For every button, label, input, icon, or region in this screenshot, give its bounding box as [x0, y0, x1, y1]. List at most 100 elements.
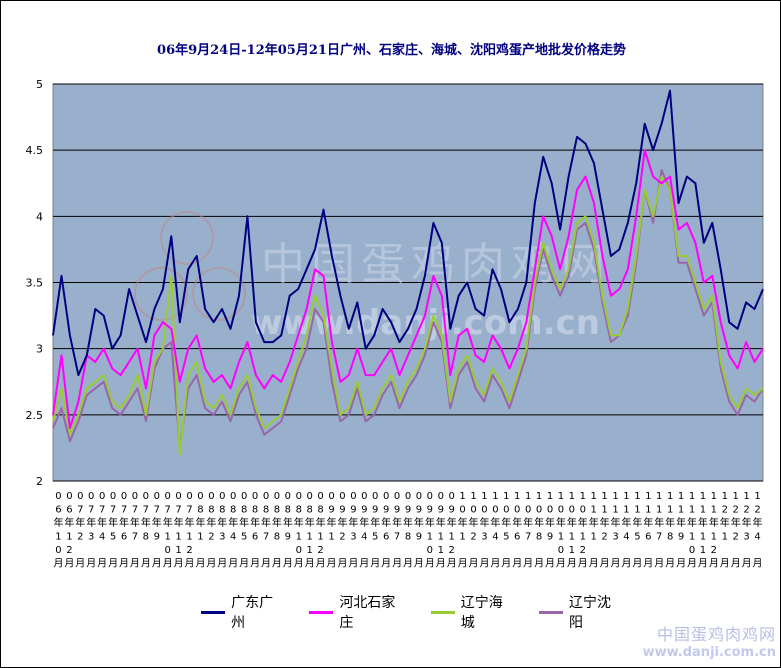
x-tick-char: 9 — [438, 505, 444, 516]
x-tick-char: 年 — [152, 516, 162, 529]
x-tick-char: 年 — [141, 516, 151, 529]
x-tick-char: 1 — [623, 491, 629, 502]
x-tick-char: 1 — [525, 491, 531, 502]
x-tick-char: 月 — [392, 558, 402, 570]
corner-watermark: 中国蛋鸡肉鸡网 www.danji.com.cn — [596, 621, 776, 665]
x-tick-char: 0 — [569, 505, 575, 516]
x-tick-char: 1 — [438, 545, 444, 556]
x-tick-char: 1 — [514, 491, 520, 502]
x-tick-char: 0 — [99, 491, 105, 502]
x-tick-char: 3 — [350, 532, 356, 543]
y-tick-label: 3.5 — [26, 277, 44, 290]
x-tick-char: 月 — [469, 558, 479, 570]
x-tick-char: 月 — [512, 558, 522, 570]
x-tick-char: 3 — [743, 532, 749, 543]
x-tick-char: 0 — [514, 505, 520, 516]
x-tick-label: 0 9年 1 0 月 — [425, 491, 435, 570]
x-tick-char: 1 — [689, 532, 695, 543]
x-tick-char: 0 — [317, 491, 323, 502]
x-tick-char: 月 — [217, 558, 227, 570]
x-tick-char: 8 — [208, 505, 214, 516]
x-tick-char: 6 — [121, 532, 127, 543]
x-tick-label: 0 9年 1 1 月 — [436, 491, 446, 570]
x-tick-char: 月 — [206, 558, 216, 570]
x-tick-char: 0 — [175, 491, 181, 502]
x-tick-char: 1 — [733, 491, 739, 502]
x-tick-char: 年 — [261, 516, 271, 529]
legend-item: 河北石家庄 — [309, 592, 404, 632]
x-tick-char: 月 — [97, 558, 107, 570]
x-tick-char: 1 — [175, 532, 181, 543]
x-tick-char: 0 — [558, 505, 564, 516]
x-tick-char: 0 — [55, 491, 61, 502]
x-tick-char: 月 — [621, 558, 631, 570]
x-tick-char: 年 — [512, 516, 522, 529]
x-tick-char: 6 — [66, 505, 72, 516]
x-tick-char: 9 — [372, 505, 378, 516]
x-tick-char: 7 — [186, 505, 192, 516]
x-tick-char: 9 — [405, 505, 411, 516]
x-tick-label: 0 8年 5 月 — [239, 491, 249, 570]
x-tick-char: 4 — [492, 532, 498, 543]
x-tick-label: 1 0年 3 月 — [479, 491, 489, 570]
x-tick-char: 月 — [403, 558, 413, 570]
x-tick-char: 3 — [612, 532, 618, 543]
watermark-logo — [134, 211, 246, 321]
x-tick-char: 4 — [754, 532, 760, 543]
x-tick-char: 0 — [525, 505, 531, 516]
x-tick-label: 1 0年 1 月 — [458, 491, 468, 570]
x-tick-char: 1 — [634, 491, 640, 502]
x-tick-char: 年 — [283, 516, 293, 529]
x-tick-char: 年 — [403, 516, 413, 529]
x-tick-char: 6 — [252, 532, 258, 543]
x-tick-char: 1 — [711, 491, 717, 502]
x-tick-char: 月 — [709, 558, 719, 570]
x-tick-char: 月 — [294, 558, 304, 570]
x-tick-label: 0 8年 9 月 — [283, 491, 293, 570]
x-tick-char: 年 — [469, 516, 479, 529]
x-tick-char: 年 — [458, 516, 468, 529]
x-tick-char: 年 — [228, 516, 238, 529]
x-tick-char: 0 — [503, 505, 509, 516]
x-tick-char: 2 — [449, 545, 455, 556]
x-tick-char: 1 — [66, 532, 72, 543]
x-tick-char: 7 — [525, 532, 531, 543]
x-tick-char: 月 — [316, 558, 326, 570]
x-tick-char: 0 — [481, 505, 487, 516]
x-tick-char: 2 — [317, 545, 323, 556]
x-tick-char: 月 — [119, 558, 129, 570]
x-tick-char: 年 — [272, 516, 282, 529]
x-tick-char: 2 — [733, 505, 739, 516]
x-tick-char: 0 — [558, 545, 564, 556]
x-tick-label: 1 0年 8 月 — [534, 491, 544, 570]
x-tick-char: 年 — [359, 516, 369, 529]
x-tick-char: 月 — [370, 558, 380, 570]
x-tick-char: 1 — [55, 532, 61, 543]
x-tick-char: 0 — [427, 491, 433, 502]
x-tick-label: 0 7年 4 月 — [97, 491, 107, 570]
x-tick-char: 2 — [754, 505, 760, 516]
x-tick-char: 9 — [285, 532, 291, 543]
x-tick-label: 0 7年 3 月 — [86, 491, 96, 570]
x-tick-char: 0 — [55, 545, 61, 556]
x-tick-char: 6 — [514, 532, 520, 543]
series-lines — [52, 89, 764, 456]
x-tick-label: 0 8年 1 2 月 — [316, 491, 326, 570]
x-tick-char: 年 — [556, 516, 566, 529]
x-tick-char: 月 — [75, 558, 85, 570]
x-tick-char: 9 — [394, 505, 400, 516]
y-tick-label: 4.5 — [26, 144, 44, 157]
x-tick-char: 年 — [654, 516, 664, 529]
x-tick-char: 月 — [589, 558, 599, 570]
x-tick-char: 0 — [186, 491, 192, 502]
x-tick-char: 月 — [163, 558, 173, 570]
x-tick-char: 1 — [667, 505, 673, 516]
x-tick-char: 9 — [383, 505, 389, 516]
x-tick-char: 7 — [121, 505, 127, 516]
x-tick-char: 8 — [285, 505, 291, 516]
